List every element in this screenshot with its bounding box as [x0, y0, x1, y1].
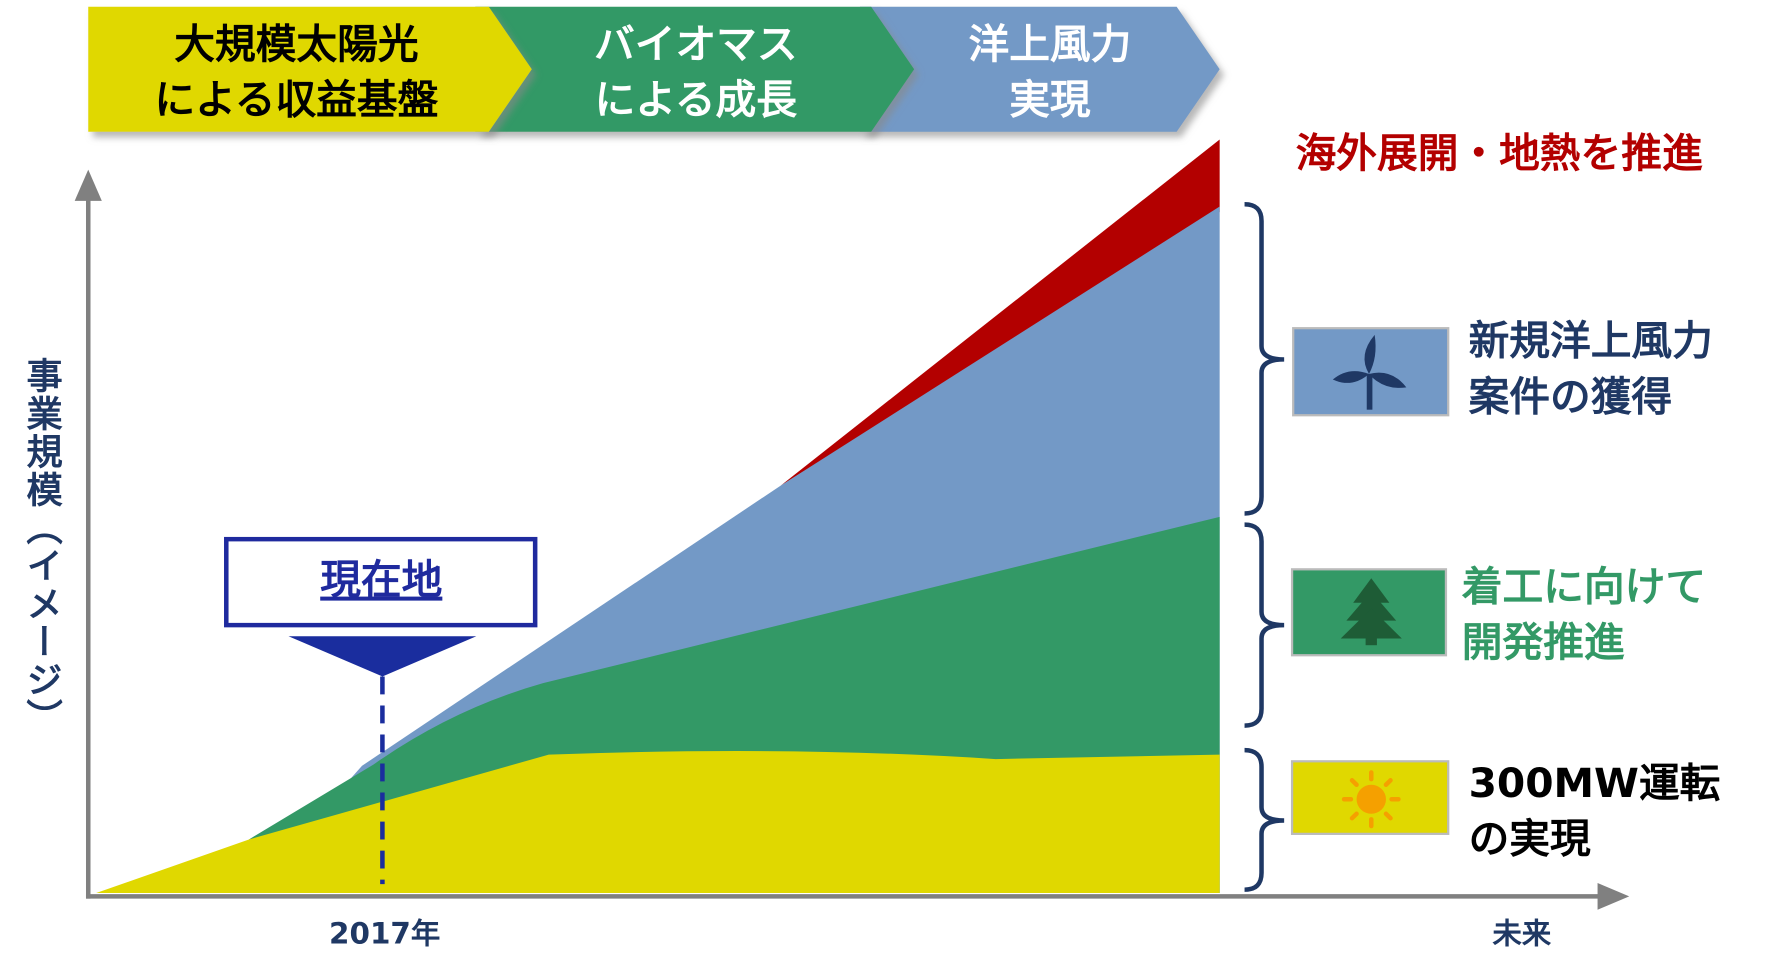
phase-chevron	[475, 6, 915, 132]
legend-text: 案件の獲得	[1469, 373, 1673, 421]
marker-label: 現在地	[320, 556, 442, 604]
phase-label: 洋上風力	[969, 20, 1132, 68]
phase-label: バイオマス	[594, 20, 798, 68]
legend-text: の実現	[1469, 815, 1592, 863]
phase-chevron	[88, 6, 532, 132]
bracket	[1244, 747, 1285, 892]
legend-text: 新規洋上風力	[1469, 317, 1713, 365]
marker-pointer	[288, 636, 477, 677]
legend-text: 開発推進	[1462, 618, 1625, 666]
phase-chevron	[859, 6, 1220, 132]
area-solar	[96, 751, 1220, 894]
tree-icon	[1340, 578, 1402, 646]
legend-text: 300MW運転	[1469, 759, 1721, 807]
x-arrow	[1597, 882, 1630, 910]
marker-box	[224, 536, 538, 628]
bracket	[1244, 522, 1285, 728]
phase-label: 大規模太陽光	[174, 20, 418, 68]
x-label: 未来	[1492, 917, 1552, 951]
phase-label: による成長	[595, 76, 798, 124]
area-geothermal	[780, 139, 1220, 486]
wind-icon	[1332, 334, 1407, 410]
phase-label: 実現	[1009, 76, 1091, 124]
bracket	[1244, 202, 1285, 516]
annotation: 海外展開・地熱を推進	[1296, 129, 1704, 177]
y-arrow	[74, 169, 102, 201]
y-axis-label: 事業規模（イメージ）	[20, 357, 62, 737]
sun-icon	[1341, 770, 1401, 829]
phase-label: による収益基盤	[155, 76, 439, 124]
x-label: 2017年	[329, 917, 440, 951]
legend-text: 着工に向けて	[1461, 563, 1706, 611]
